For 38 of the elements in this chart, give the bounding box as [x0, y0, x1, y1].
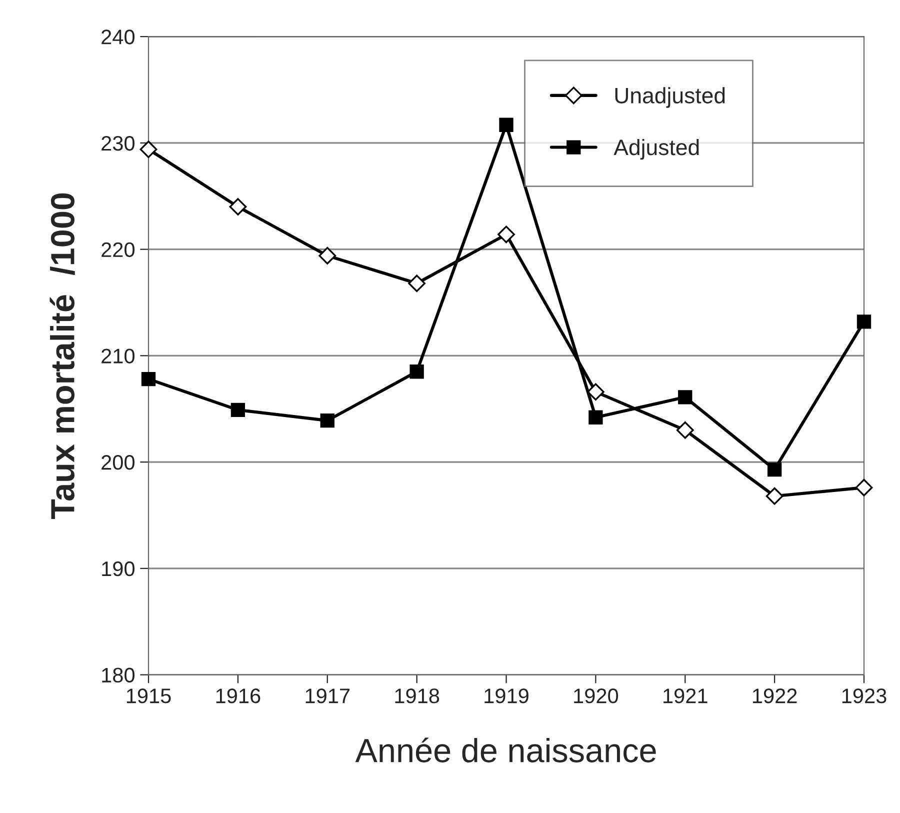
point [586, 383, 604, 401]
y-tick-label: 230 [102, 136, 134, 151]
x-tick-label: 1917 [306, 688, 350, 704]
y-tick-label: 200 [102, 455, 134, 470]
point [588, 410, 603, 424]
y-tick-label: 190 [102, 561, 134, 576]
x-tick-label: 1916 [216, 688, 260, 704]
point [678, 390, 692, 404]
point [408, 274, 426, 292]
x-tick-label: 1919 [484, 688, 528, 704]
point [676, 421, 694, 439]
y-axis-title: Taux mortalité /1000 [50, 193, 75, 519]
point [855, 478, 873, 496]
point [856, 314, 872, 329]
y-tick-label: 220 [102, 242, 134, 258]
point [410, 364, 424, 379]
x-tick-label: 1921 [664, 688, 708, 704]
y-tick-label: 210 [102, 348, 134, 364]
point [318, 247, 336, 264]
point [320, 413, 334, 428]
point [767, 462, 782, 477]
y-tick-label: 240 [102, 30, 134, 44]
point [140, 140, 158, 158]
legend-label: Adjusted [614, 138, 699, 160]
x-axis-title: Année de naissance [355, 738, 656, 762]
point [229, 198, 247, 216]
point [141, 372, 156, 386]
x-tick-label: 1920 [574, 688, 618, 704]
x-tick-label: 1923 [842, 688, 886, 704]
x-tick-label: 1918 [395, 688, 440, 704]
legend-label: Unadjusted [615, 87, 725, 108]
y-tick-label: 180 [102, 668, 134, 683]
point [766, 487, 784, 505]
x-tick-label: 1915 [126, 688, 171, 704]
point [499, 118, 514, 132]
x-tick-label: 1922 [752, 688, 797, 704]
point [230, 402, 246, 418]
point [498, 226, 515, 244]
